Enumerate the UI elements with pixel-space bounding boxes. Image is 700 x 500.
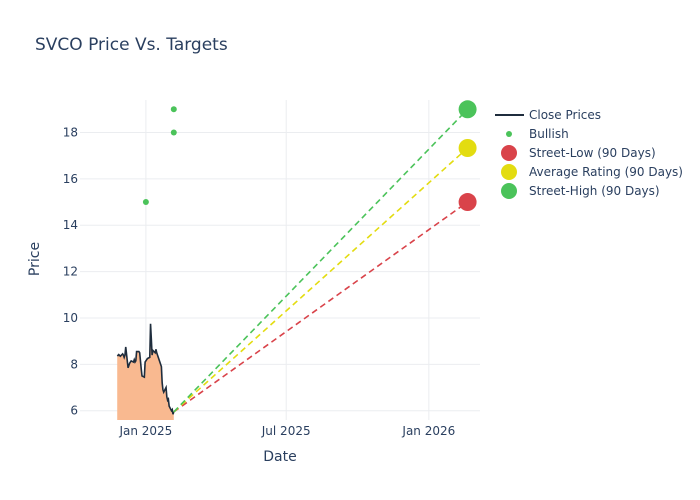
average-rating-marker[interactable] — [458, 139, 477, 157]
y-tick-label: 8 — [70, 357, 78, 371]
y-tick-label: 14 — [63, 218, 78, 232]
y-tick-label: 12 — [63, 265, 78, 279]
bullish-point[interactable] — [170, 129, 177, 136]
y-tick-label: 16 — [63, 172, 78, 186]
y-tick-label: 10 — [63, 311, 78, 325]
street-high-projection — [173, 108, 469, 413]
legend-dot-swatch — [501, 164, 517, 180]
legend-dot-swatch — [501, 145, 517, 161]
street-low-projection — [173, 201, 469, 413]
legend[interactable]: Close Prices Bullish Street-Low (90 Days) A… — [495, 108, 683, 199]
legend-item[interactable]: Average Rating (90 Days) — [501, 164, 683, 180]
y-tick-label: 6 — [70, 404, 78, 418]
x-tick-label: Jul 2025 — [261, 424, 311, 438]
y-tick-label: 18 — [63, 125, 78, 139]
x-tick-label: Jan 2025 — [118, 424, 172, 438]
legend-item[interactable]: Street-Low (90 Days) — [501, 145, 656, 161]
chart-title: SVCO Price Vs. Targets — [35, 35, 228, 55]
legend-dot-swatch — [501, 183, 517, 199]
plot-area — [116, 100, 477, 420]
close-price-area — [117, 323, 174, 420]
street-low-marker[interactable] — [458, 193, 477, 212]
x-axis-label: Date — [263, 449, 296, 465]
legend-item[interactable]: Bullish — [506, 127, 569, 141]
legend-label: Bullish — [529, 127, 569, 141]
legend-item[interactable]: Street-High (90 Days) — [501, 183, 660, 199]
legend-dot-swatch — [506, 131, 512, 137]
legend-item[interactable]: Close Prices — [495, 108, 601, 122]
bullish-point[interactable] — [170, 106, 177, 113]
y-axis-label: Price — [27, 242, 43, 276]
average-rating-projection — [173, 147, 469, 413]
bullish-point[interactable] — [142, 199, 149, 206]
legend-label: Average Rating (90 Days) — [529, 165, 683, 179]
x-tick-label: Jan 2026 — [401, 424, 455, 438]
street-high-marker[interactable] — [458, 100, 477, 119]
legend-label: Street-Low (90 Days) — [529, 146, 656, 160]
close-price-line — [116, 323, 175, 415]
legend-label: Street-High (90 Days) — [529, 184, 660, 198]
axis-ticks: 6 8 10 12 14 16 18 Jan 2025 Jul 2025 Jan 2026 — [63, 125, 456, 438]
legend-label: Close Prices — [529, 108, 601, 122]
